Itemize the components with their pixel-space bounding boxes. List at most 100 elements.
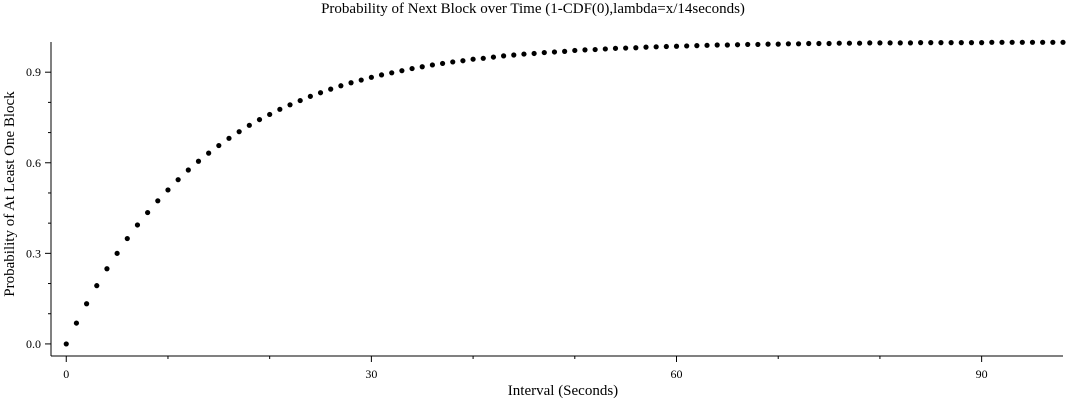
data-point <box>348 80 354 86</box>
data-point <box>948 40 954 46</box>
data-point <box>501 53 507 59</box>
data-point <box>490 54 497 60</box>
x-tick-label: 90 <box>976 367 988 381</box>
data-point <box>562 48 568 54</box>
data-point <box>277 106 283 112</box>
data-point <box>450 59 456 65</box>
data-point <box>612 45 619 51</box>
data-point <box>256 116 263 123</box>
data-point <box>887 40 893 46</box>
data-point <box>877 40 883 46</box>
data-point <box>358 77 364 83</box>
data-point <box>236 129 242 135</box>
data-point <box>907 40 914 46</box>
data-point <box>653 44 659 50</box>
data-point <box>480 55 486 61</box>
data-point <box>1019 39 1025 45</box>
data-point <box>531 50 537 57</box>
data-point <box>979 40 985 46</box>
x-tick-label: 60 <box>671 367 683 381</box>
data-point <box>1040 39 1046 45</box>
data-point <box>307 93 313 99</box>
data-point <box>602 46 608 52</box>
data-point <box>338 83 344 89</box>
data-point <box>409 65 415 72</box>
data-point <box>694 43 700 49</box>
y-tick-label: 0.3 <box>26 246 41 260</box>
data-point <box>175 177 181 183</box>
data-point <box>745 41 751 48</box>
data-point <box>673 43 680 49</box>
data-point <box>185 167 191 173</box>
y-axis-label: Probability of At Least One Block <box>2 91 18 297</box>
data-point <box>368 74 374 80</box>
data-point <box>775 41 781 47</box>
x-axis-label: Interval (Seconds) <box>508 383 618 399</box>
data-point <box>795 41 802 47</box>
data-point <box>145 209 151 216</box>
data-point <box>94 283 100 289</box>
data-point <box>958 40 964 46</box>
y-tick-label: 0.0 <box>26 337 41 351</box>
data-point <box>134 222 141 228</box>
data-point <box>572 47 578 54</box>
data-point <box>846 40 853 46</box>
data-point <box>724 42 730 48</box>
data-point <box>226 135 232 141</box>
data-point <box>439 60 446 67</box>
data-point <box>867 40 873 46</box>
data-point <box>246 122 252 128</box>
data-point <box>836 40 842 46</box>
data-point <box>216 142 222 149</box>
data-point <box>317 90 324 96</box>
data-point <box>104 266 110 272</box>
data-point <box>551 49 558 55</box>
data-point <box>918 40 924 46</box>
data-point <box>389 70 395 76</box>
data-point <box>755 41 761 48</box>
data-point <box>511 52 517 58</box>
data-point <box>684 43 690 49</box>
data-point <box>328 86 334 92</box>
data-point <box>968 40 975 46</box>
data-point <box>633 45 639 51</box>
data-point <box>63 341 69 347</box>
data-point <box>541 49 547 56</box>
data-point <box>287 102 293 108</box>
data-point <box>460 58 466 64</box>
data-point <box>195 158 202 164</box>
data-point <box>267 111 273 118</box>
data-point <box>826 40 832 47</box>
x-tick-label: 0 <box>63 367 69 381</box>
chart-title: Probability of Next Block over Time (1-C… <box>321 1 745 17</box>
data-point <box>999 39 1005 45</box>
data-point <box>165 187 171 193</box>
data-point <box>785 41 791 47</box>
data-point <box>989 39 995 45</box>
data-point <box>643 44 649 50</box>
data-point <box>83 301 90 307</box>
data-point <box>582 47 588 53</box>
data-point <box>124 235 130 242</box>
y-tick-label: 0.6 <box>26 156 41 170</box>
data-point <box>704 42 710 48</box>
data-point <box>816 40 822 47</box>
data-point <box>206 150 212 156</box>
data-point <box>399 68 405 74</box>
data-point <box>714 42 720 48</box>
data-point <box>1009 39 1015 45</box>
data-point <box>1029 39 1036 45</box>
data-point <box>856 40 863 46</box>
data-point <box>429 62 436 68</box>
data-point <box>806 40 812 47</box>
data-point <box>378 72 385 78</box>
data-point <box>765 41 771 47</box>
data-point <box>1060 39 1066 45</box>
data-point <box>155 198 161 204</box>
data-point <box>419 64 425 70</box>
data-point <box>663 43 669 50</box>
data-point <box>114 250 120 256</box>
data-point <box>470 56 476 62</box>
data-point <box>897 40 903 46</box>
